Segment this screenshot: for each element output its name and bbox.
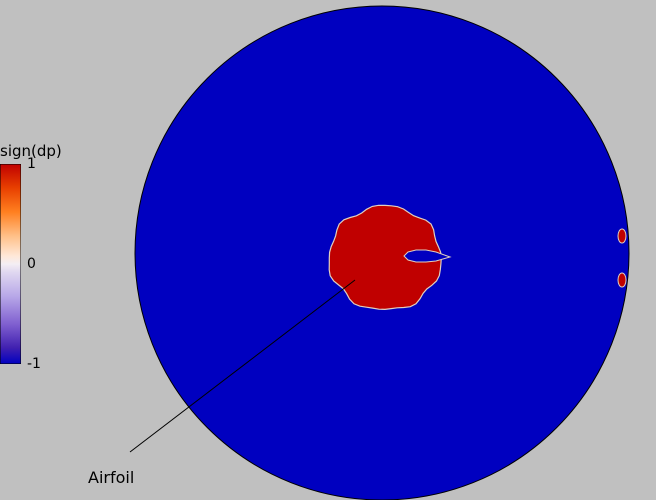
airfoil-annotation-label: Airfoil: [88, 468, 134, 487]
colorbar-gradient: [0, 164, 21, 364]
edge-artifact-1: [618, 273, 626, 287]
figure-canvas: sign(dp) 10-1 Airfoil: [0, 0, 656, 500]
plot-svg: [0, 0, 656, 500]
colorbar-tick-2: -1: [27, 357, 41, 371]
colorbar: sign(dp) 10-1: [0, 164, 21, 364]
edge-artifact-0: [618, 229, 626, 243]
colorbar-tick-0: 1: [27, 157, 36, 171]
colorbar-tick-1: 0: [27, 257, 36, 271]
